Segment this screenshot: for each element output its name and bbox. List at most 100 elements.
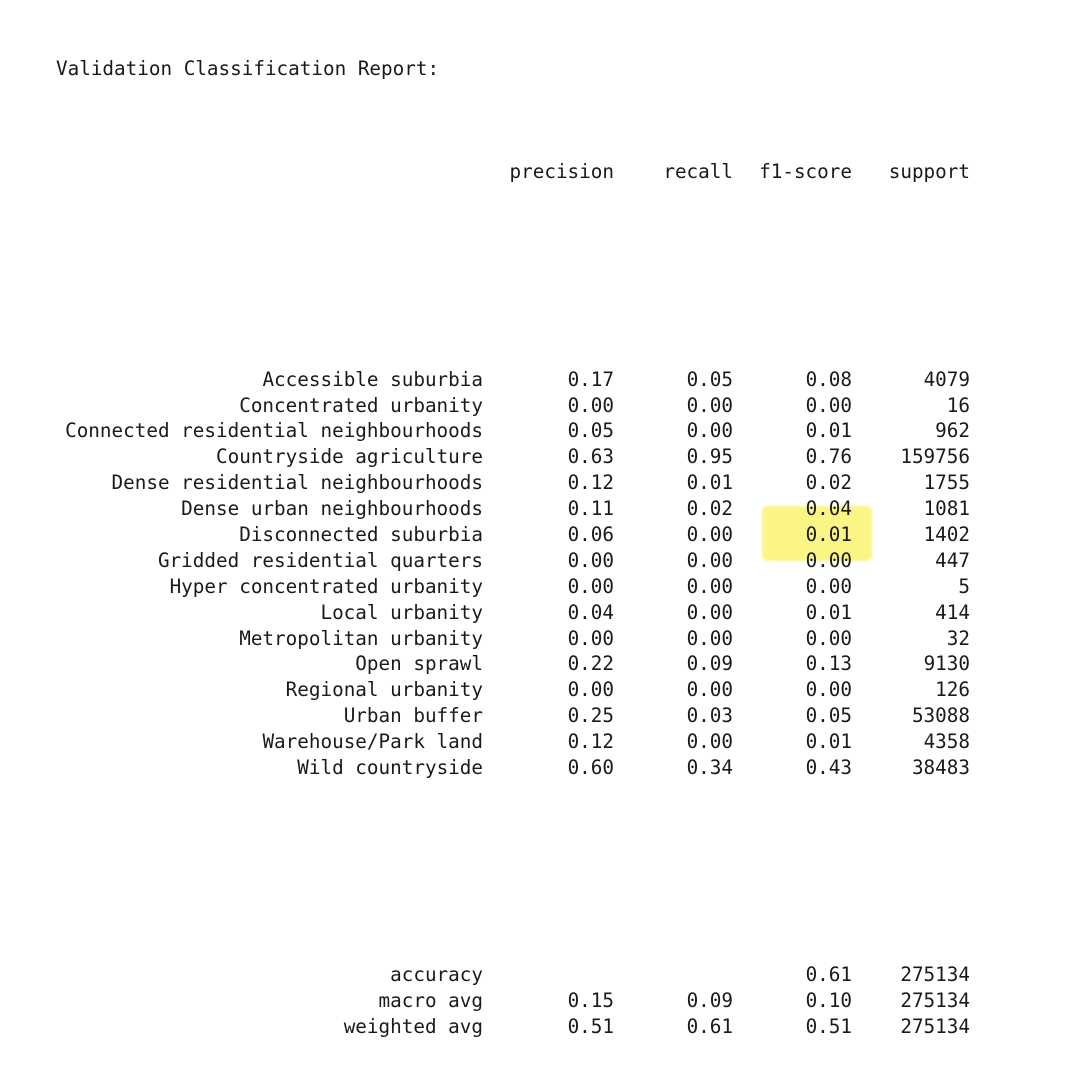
row-label: Dense urban neighbourhoods <box>181 497 483 521</box>
precision-value: 0.63 <box>567 445 614 469</box>
precision-value: 0.11 <box>567 497 614 521</box>
row-label: Connected residential neighbourhoods <box>65 419 483 443</box>
precision-value: 0.05 <box>567 419 614 443</box>
row-label: Urban buffer <box>343 704 483 728</box>
table-row: Wild countryside 0.60 0.34 0.43 38483 <box>56 755 970 781</box>
f1-score-value: 0.43 <box>805 756 852 779</box>
recall-value: 0.09 <box>686 652 733 676</box>
support-value: 16 <box>946 393 970 417</box>
precision-value: 0.12 <box>567 730 614 754</box>
support-value: 9130 <box>923 652 970 676</box>
summary-row: weighted avg 0.51 0.61 0.51 275134 <box>56 1014 970 1040</box>
support-value: 275134 <box>900 989 970 1013</box>
class-rows: Accessible suburbia 0.17 0.05 0.08 4079 Conce… <box>56 367 970 781</box>
row-label: macro avg <box>378 989 483 1013</box>
support-value: 962 <box>935 419 970 443</box>
recall-value: 0.00 <box>686 574 733 598</box>
precision-value: 0.04 <box>567 600 614 624</box>
support-value: 159756 <box>900 445 970 469</box>
f1-score-value: 0.02 <box>805 471 852 495</box>
recall-value: 0.03 <box>686 704 733 728</box>
recall-value: 0.00 <box>686 522 733 546</box>
recall-value: 0.02 <box>686 497 733 521</box>
support-value: 53088 <box>911 704 970 728</box>
table-row: Hyper concentrated urbanity 0.00 0.00 0.00 5 <box>56 574 970 600</box>
table-row: Accessible suburbia 0.17 0.05 0.08 4079 <box>56 367 970 393</box>
f1-score-value: 0.00 <box>805 548 852 572</box>
row-label: Open sprawl <box>355 652 483 676</box>
recall-value: 0.01 <box>686 471 733 495</box>
table-row: Concentrated urbanity 0.00 0.00 0.00 16 <box>56 393 970 419</box>
support-value: 1081 <box>923 497 970 521</box>
row-label: Hyper concentrated urbanity <box>169 574 483 598</box>
precision-value: 0.00 <box>567 626 614 650</box>
f1-score-value: 0.00 <box>805 678 852 702</box>
support-value: 32 <box>946 626 970 650</box>
table-row: Dense urban neighbourhoods 0.11 0.02 0.04 10… <box>56 496 970 522</box>
table-row: Gridded residential quarters 0.00 0.00 0.00… <box>56 548 970 574</box>
recall-value: 0.09 <box>686 989 733 1013</box>
f1-score-value: 0.01 <box>805 522 852 546</box>
summary-row: macro avg 0.15 0.09 0.10 275134 <box>56 988 970 1014</box>
support-value: 5 <box>958 574 970 598</box>
header-support: support <box>888 160 970 184</box>
precision-value: 0.00 <box>567 393 614 417</box>
row-label: Local urbanity <box>320 600 483 624</box>
table-row: Disconnected suburbia 0.06 0.00 0.01 1402 <box>56 522 970 548</box>
recall-value: 0.34 <box>686 756 733 779</box>
row-label: Disconnected suburbia <box>239 522 483 546</box>
f1-score-value: 0.61 <box>805 963 852 987</box>
row-label: accuracy <box>390 963 483 987</box>
row-label: Warehouse/Park land <box>262 730 483 754</box>
recall-value: 0.00 <box>686 548 733 572</box>
f1-score-value: 0.08 <box>805 367 852 391</box>
f1-score-value: 0.01 <box>805 730 852 754</box>
row-label: Wild countryside <box>297 756 483 779</box>
f1-score-value: 0.04 <box>805 497 852 521</box>
precision-value: 0.15 <box>567 989 614 1013</box>
precision-value: 0.17 <box>567 367 614 391</box>
row-label: Accessible suburbia <box>262 367 483 391</box>
f1-score-value: 0.76 <box>805 445 852 469</box>
precision-value: 0.25 <box>567 704 614 728</box>
classification-report: Validation Classification Report: precis… <box>56 4 970 1066</box>
support-value: 38483 <box>911 756 970 779</box>
recall-value: 0.00 <box>686 419 733 443</box>
precision-value: 0.51 <box>567 1015 614 1038</box>
table-row: Countryside agriculture 0.63 0.95 0.76 15975… <box>56 444 970 470</box>
precision-value: 0.12 <box>567 471 614 495</box>
table-row: Urban buffer 0.25 0.03 0.05 53088 <box>56 703 970 729</box>
f1-score-value: 0.00 <box>805 574 852 598</box>
precision-value: 0.00 <box>567 574 614 598</box>
support-value: 126 <box>935 678 970 702</box>
row-label: Concentrated urbanity <box>239 393 483 417</box>
precision-value: 0.22 <box>567 652 614 676</box>
support-value: 275134 <box>900 1015 970 1038</box>
header-precision: precision <box>509 160 614 184</box>
header-recall: recall <box>663 160 733 184</box>
summary-rows: accuracy 0.61 275134 macro avg 0.15 0.09 0.10 2… <box>56 962 970 1040</box>
row-label: Regional urbanity <box>285 678 483 702</box>
f1-score-value: 0.51 <box>805 1015 852 1038</box>
accuracy-highlight-marker <box>762 506 872 561</box>
recall-value: 0.00 <box>686 393 733 417</box>
f1-score-value: 0.01 <box>805 419 852 443</box>
support-value: 275134 <box>900 963 970 987</box>
f1-score-value: 0.00 <box>805 626 852 650</box>
precision-value: 0.00 <box>567 548 614 572</box>
f1-score-value: 0.01 <box>805 600 852 624</box>
f1-score-value: 0.00 <box>805 393 852 417</box>
support-value: 414 <box>935 600 970 624</box>
precision-value: 0.00 <box>567 678 614 702</box>
support-value: 1755 <box>923 471 970 495</box>
support-value: 4079 <box>923 367 970 391</box>
recall-value: 0.95 <box>686 445 733 469</box>
recall-value: 0.00 <box>686 626 733 650</box>
row-label: Gridded residential quarters <box>157 548 483 572</box>
blank-line <box>56 263 970 289</box>
report-title: Validation Classification Report: <box>56 56 440 80</box>
table-row: Open sprawl 0.22 0.09 0.13 9130 <box>56 651 970 677</box>
recall-value: 0.00 <box>686 678 733 702</box>
f1-score-value: 0.10 <box>805 989 852 1013</box>
row-label: Dense residential neighbourhoods <box>111 471 483 495</box>
